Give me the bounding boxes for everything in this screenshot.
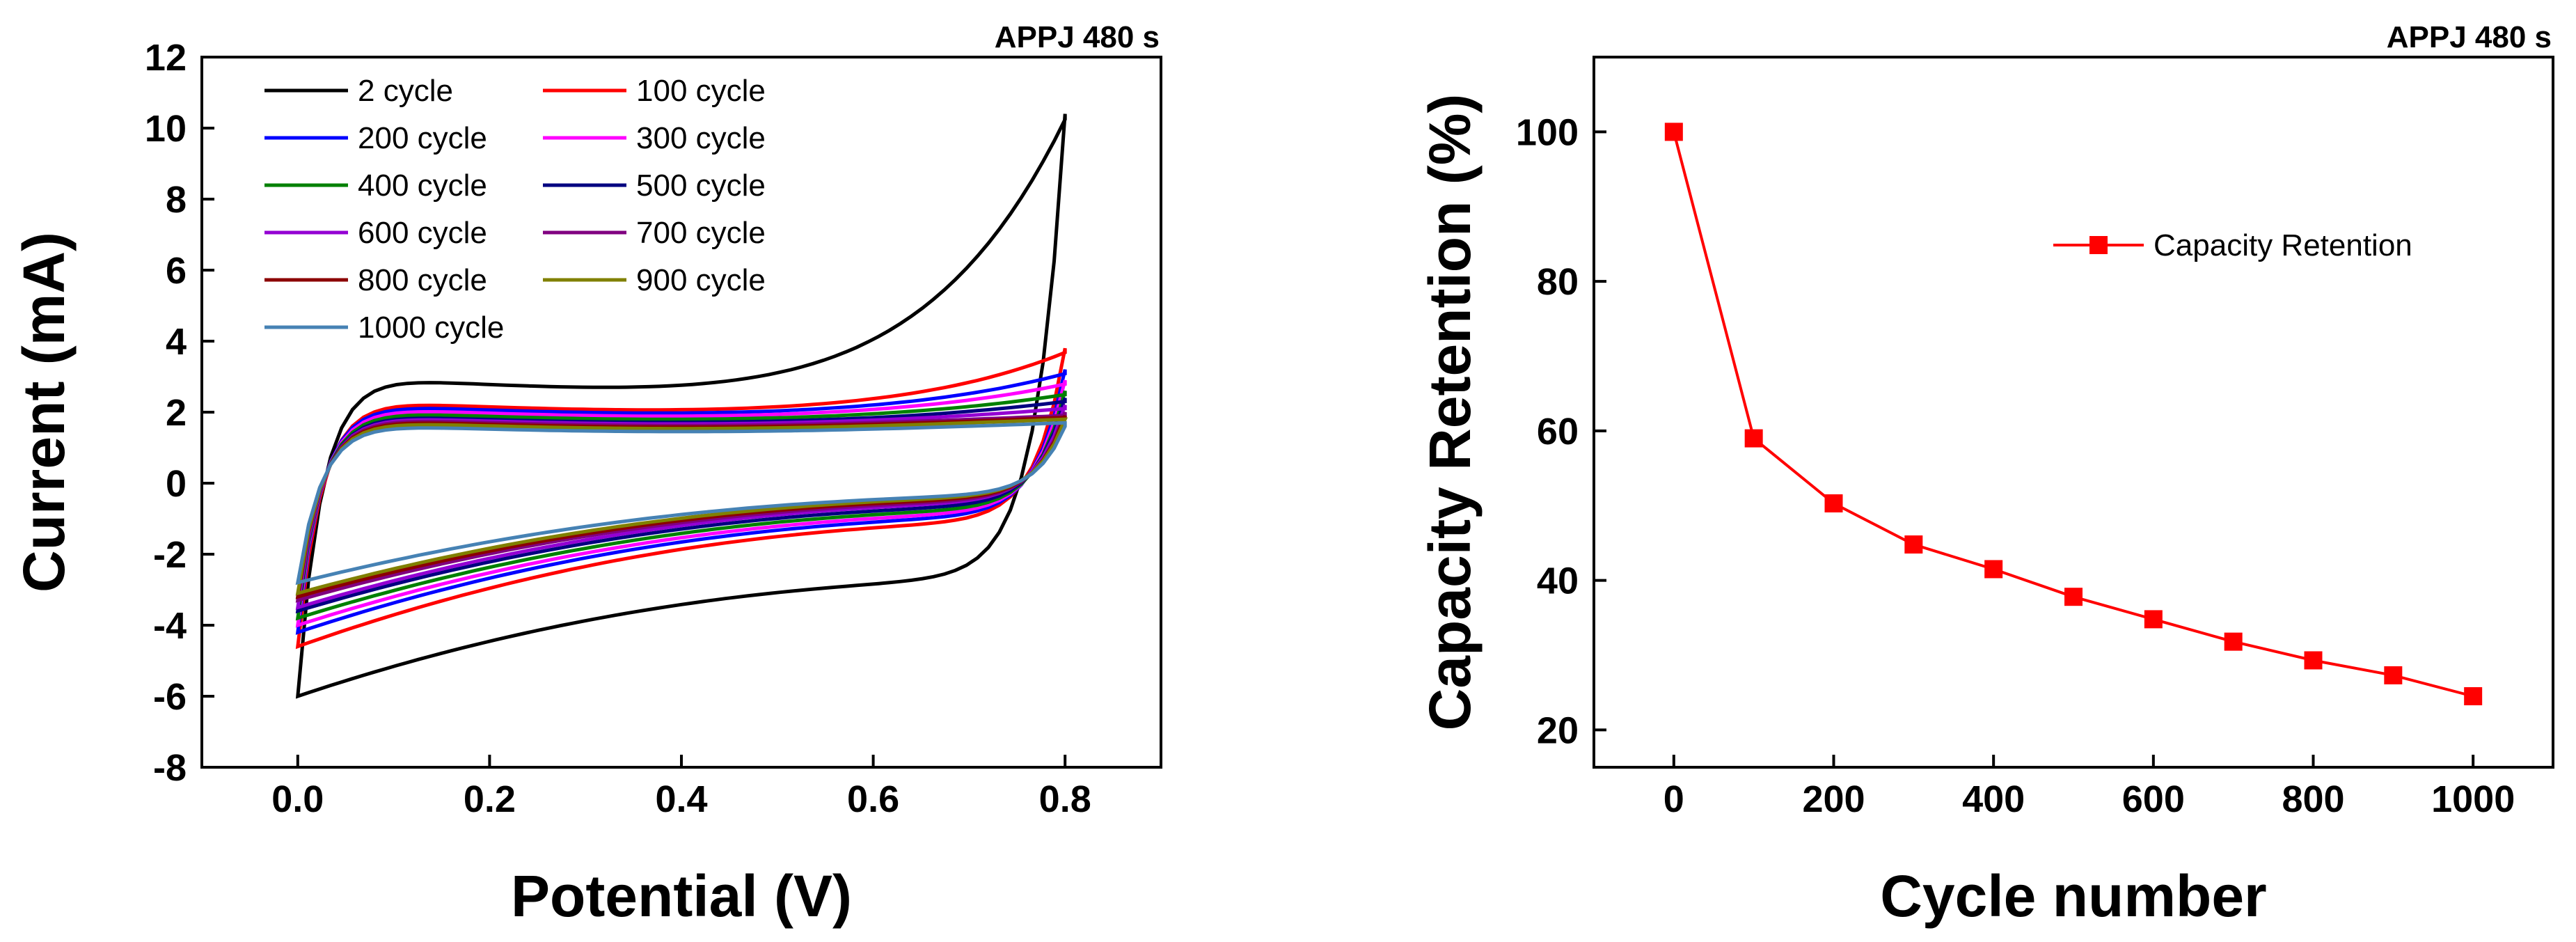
capacity-line [1672, 131, 2474, 698]
capacity-point [2064, 588, 2083, 606]
cv-legend: 2 cycle 100 cycle 200 cycle 300 cycle 400 cy… [264, 74, 766, 345]
cv-y-tick-label: -2 [153, 534, 187, 576]
cv-y-tick-label: -6 [153, 676, 187, 718]
capacity-y-tick-label: 20 [1537, 709, 1579, 751]
cv-x-tick-label: 0.2 [464, 778, 516, 820]
cv-x-tick-label: 0.8 [1039, 778, 1091, 820]
cv-curve-400-cycle [295, 390, 1067, 621]
cv-y-axis-title: Current (mA) [11, 232, 77, 592]
cv-y-tick-label: 0 [166, 463, 187, 505]
capacity-y-tick-label: 60 [1537, 411, 1579, 453]
cv-y-tick-label: 4 [166, 321, 187, 363]
cv-legend-label: 500 cycle [636, 168, 766, 203]
cv-legend-label: 300 cycle [636, 121, 766, 155]
capacity-x-tick-label: 1000 [2431, 778, 2515, 820]
cv-y-tick-label: 8 [166, 179, 187, 221]
capacity-series [1664, 123, 2483, 705]
capacity-y-tick-label: 80 [1537, 261, 1579, 303]
cv-legend-label: 900 cycle [636, 263, 766, 297]
cv-curve-900-cycle [295, 417, 1068, 596]
cv-y-tick-label: -4 [153, 605, 187, 647]
cv-legend-label: 800 cycle [358, 263, 487, 297]
cv-y-tick-label: 10 [145, 108, 187, 150]
capacity-legend: Capacity Retention [2053, 228, 2412, 262]
cv-x-tick-label: 0.4 [655, 778, 707, 820]
capacity-corner-label: APPJ 480 s [2387, 20, 2552, 54]
capacity-point [1664, 123, 1683, 141]
capacity-plot-frame [1593, 56, 2554, 769]
cv-legend-label: 2 cycle [358, 74, 453, 108]
capacity-y-tick-label: 100 [1516, 111, 1579, 153]
cv-curve-1000-cycle [295, 421, 1067, 586]
capacity-x-tick-label: 400 [1962, 778, 2025, 820]
capacity-x-axis-title: Cycle number [1880, 863, 2267, 929]
capacity-x-tick-label: 600 [2122, 778, 2185, 820]
cv-x-axis-title: Potential (V) [511, 863, 852, 929]
capacity-point [2224, 632, 2243, 651]
cv-legend-label: 600 cycle [358, 216, 487, 250]
capacity-x-tick-label: 200 [1802, 778, 1865, 820]
cv-ticks: 0.0 0.2 0.4 0.6 0.8 -8 -6 -4 -2 0 2 4 6 8 10 12 [145, 37, 1091, 820]
cv-y-tick-label: 12 [145, 37, 187, 79]
cv-legend-label: 200 cycle [358, 121, 487, 155]
capacity-legend-swatch-marker [2089, 236, 2108, 254]
capacity-y-axis-title: Capacity Retention (%) [1417, 94, 1483, 731]
cv-curve-100-cycle [295, 347, 1067, 650]
capacity-x-tick-label: 800 [2282, 778, 2344, 820]
cv-curve-300-cycle [295, 379, 1067, 628]
capacity-point [1824, 494, 1843, 512]
capacity-point [1984, 560, 2003, 579]
capacity-x-tick-label: 0 [1664, 778, 1684, 820]
cv-y-tick-label: 6 [166, 250, 187, 292]
capacity-chart: 0 200 400 600 800 1000 20 40 60 80 100 Capacity Re… [1417, 20, 2554, 929]
capacity-point [2464, 687, 2483, 705]
cv-legend-label: 100 cycle [636, 74, 766, 108]
cv-curves [295, 113, 1068, 699]
cv-corner-label: APPJ 480 s [995, 20, 1160, 54]
capacity-legend-label: Capacity Retention [2154, 228, 2412, 262]
cv-curve-200-cycle [295, 369, 1067, 635]
capacity-point [2144, 610, 2163, 629]
cv-legend-label: 1000 cycle [358, 311, 504, 345]
cv-legend-label: 400 cycle [358, 168, 487, 203]
cv-legend-label: 700 cycle [636, 216, 766, 250]
capacity-point [1904, 535, 1923, 554]
cv-y-tick-label: 2 [166, 392, 187, 434]
cv-y-tick-label: -8 [153, 747, 187, 789]
cv-curve-2-cycle [295, 113, 1067, 699]
capacity-y-tick-label: 40 [1537, 560, 1579, 602]
cv-x-tick-label: 0.6 [847, 778, 899, 820]
cv-chart: 0.0 0.2 0.4 0.6 0.8 -8 -6 -4 -2 0 2 4 6 8 10 12 2 cycle… [11, 20, 1162, 929]
capacity-ticks: 0 200 400 600 800 1000 20 40 60 80 100 [1516, 111, 2515, 820]
cv-x-tick-label: 0.0 [271, 778, 324, 820]
capacity-point [2384, 666, 2403, 684]
capacity-point [2304, 651, 2323, 670]
capacity-point [1744, 429, 1763, 448]
